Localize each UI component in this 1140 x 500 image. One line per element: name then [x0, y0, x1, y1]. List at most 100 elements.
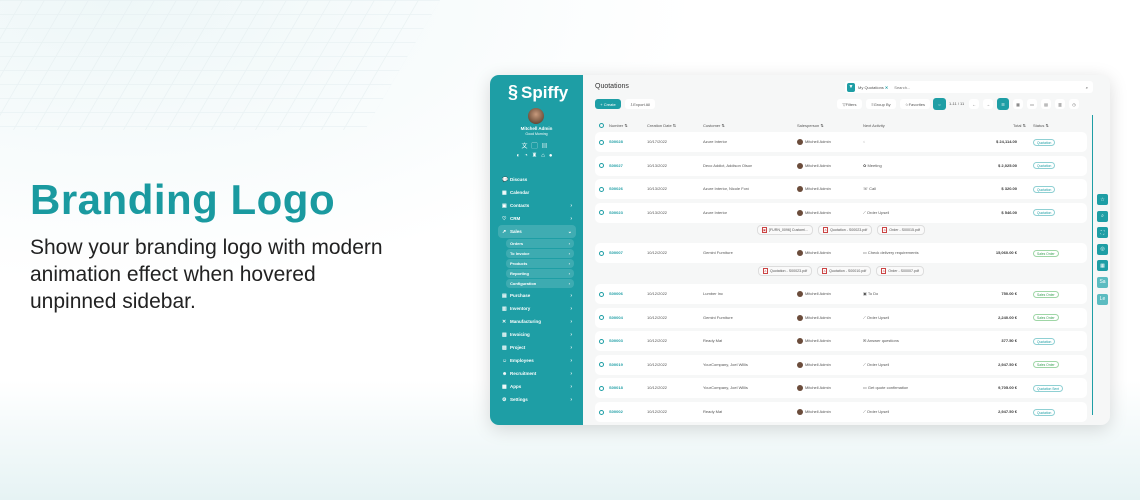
bulb-icon[interactable]: ● — [548, 153, 557, 159]
sidebar-subitem-products[interactable]: Products › — [506, 259, 574, 268]
sidebar-item-sales[interactable]: ↗ Sales ⌄ — [498, 225, 576, 238]
sidebar-item-inventory[interactable]: ▥ Inventory › — [498, 302, 576, 315]
favorites-button[interactable]: ☆ Favorites — [900, 99, 930, 109]
row-checkbox[interactable] — [599, 139, 604, 145]
table-row[interactable]: S00027 10/13/2022 Deco Addict, Addison Ols… — [595, 155, 1087, 176]
facet-my-quotations[interactable]: My Quotations ✕ — [858, 84, 889, 90]
next-activity[interactable]: ⟋ Order Upsell — [863, 362, 889, 367]
search-input[interactable] — [894, 84, 1086, 90]
avatar[interactable] — [528, 108, 544, 124]
chat-bubble-icon[interactable]: ◔ — [524, 153, 532, 159]
order-number[interactable]: S00002 — [609, 409, 623, 414]
list-view-icon[interactable]: ☰ — [997, 98, 1009, 110]
order-number[interactable]: S00026 — [609, 186, 623, 192]
order-number[interactable]: S00027 — [609, 162, 623, 168]
next-activity[interactable]: ⟋ Order Upsell — [863, 210, 889, 215]
search-icon[interactable]: ⌕ — [1097, 210, 1108, 222]
col-creation-date[interactable]: Creation Date ⇅ — [647, 123, 677, 128]
order-number[interactable]: S00006 — [609, 291, 623, 296]
next-activity[interactable]: ▭ Get quote confirmation — [863, 385, 908, 390]
sidebar-item-invoicing[interactable]: ▧ Invoicing › — [498, 328, 576, 341]
table-row[interactable]: S00023 10/13/2022 Azure Interior Mitchell A… — [595, 202, 1087, 223]
create-button[interactable]: + Create — [595, 99, 621, 109]
sa-icon[interactable]: Sa — [1097, 276, 1108, 288]
search-icon[interactable]: ⌕ — [1085, 84, 1088, 90]
activity-view-icon[interactable]: ◷ — [1069, 99, 1079, 109]
pivot-view-icon[interactable]: ▤ — [1041, 99, 1051, 109]
attachment-chip[interactable]: A Order - S00007.pdf — [876, 266, 925, 276]
kanban-view-icon[interactable]: ▦ — [1013, 99, 1023, 109]
prev-page-button[interactable]: ← — [969, 99, 979, 109]
sidebar-subitem-reporting[interactable]: Reporting › — [506, 269, 574, 278]
table-row[interactable]: S00019 10/12/2022 YourCompany, Joel Willis… — [595, 354, 1087, 375]
row-checkbox[interactable] — [599, 250, 604, 256]
order-number[interactable]: S00004 — [609, 314, 623, 320]
sidebar-item-recruitment[interactable]: ☻ Recruitment › — [498, 367, 576, 380]
attachment-chip[interactable]: A Quotation - S00023.pdf — [818, 225, 873, 236]
sidebar-item-crm[interactable]: ♡ CRM › — [498, 212, 576, 225]
attachment-chip[interactable]: ▣ [FURN_0096] Customi... — [756, 225, 814, 236]
table-row[interactable]: S00006 10/12/2022 Lumber Inc Mitchell Admin… — [595, 284, 1087, 304]
sidebar-item-calendar[interactable]: ▦ Calendar — [498, 186, 576, 199]
col-customer[interactable]: Customer ⇅ — [703, 123, 725, 128]
row-checkbox[interactable] — [599, 315, 604, 321]
select-all-checkbox[interactable] — [599, 123, 604, 128]
refresh-button[interactable]: ○ — [933, 98, 946, 110]
next-activity[interactable]: ◌ — [863, 139, 865, 144]
sidebar-item-apps[interactable]: ▩ Apps › — [498, 380, 576, 393]
order-number[interactable]: S00007 — [609, 250, 623, 256]
graph-view-icon[interactable]: ▥ — [1055, 99, 1065, 109]
sidebar-item-employees[interactable]: ☺ Employees › — [498, 354, 576, 367]
next-activity[interactable]: ✿ Meeting — [863, 163, 882, 168]
lock-icon[interactable]: ▢ — [531, 144, 542, 150]
next-activity[interactable]: ☏ Call — [863, 186, 876, 191]
table-row[interactable]: S00003 10/12/2022 Ready Mat Mitchell Admin ✉… — [595, 331, 1087, 352]
search-bar[interactable]: ▼ My Quotations ✕ ⌕ — [845, 81, 1093, 93]
next-activity[interactable]: ▭ Check delivery requirements — [863, 250, 919, 255]
export-all-button[interactable]: ⇩ Export All — [625, 99, 655, 109]
gift-icon[interactable]: ♜ — [531, 153, 542, 159]
order-number[interactable]: S00018 — [609, 385, 623, 391]
grid-icon[interactable]: ▤ — [541, 144, 552, 150]
row-checkbox[interactable] — [599, 409, 604, 415]
next-page-button[interactable]: → — [983, 99, 993, 109]
next-activity[interactable]: ✉ Answer questions — [863, 338, 899, 343]
order-number[interactable]: S00019 — [609, 361, 623, 367]
home-icon[interactable]: ⌂ — [541, 153, 549, 159]
sidebar-item-settings[interactable]: ⚙ Settings › — [498, 393, 576, 406]
table-row[interactable]: S00026 10/13/2022 Azure Interior, Nicole F… — [595, 179, 1087, 200]
group-by-button[interactable]: ≡ Group By — [866, 99, 896, 109]
order-number[interactable]: S00028 — [609, 139, 623, 144]
zoom-icon[interactable]: ◎ — [1097, 243, 1108, 255]
sidebar-item-purchase[interactable]: ▤ Purchase › — [498, 289, 576, 302]
calendar-view-icon[interactable]: ▭ — [1027, 99, 1037, 109]
col-status[interactable]: Status ⇅ — [1033, 123, 1049, 128]
sidebar-subitem-configuration[interactable]: Configuration › — [506, 279, 574, 288]
table-row[interactable]: S00004 10/12/2022 Gemini Furniture Mitchell… — [595, 307, 1087, 328]
sidebar-item-discuss[interactable]: 💬 Discuss — [498, 173, 576, 186]
translate-icon[interactable]: 文 — [521, 144, 532, 150]
row-checkbox[interactable] — [599, 186, 604, 192]
col-salesperson[interactable]: Salesperson ⇅ — [797, 123, 824, 128]
fullscreen-icon[interactable]: ⛶ — [1097, 227, 1108, 239]
order-number[interactable]: S00003 — [609, 338, 623, 344]
attachment-chip[interactable]: A Order - S00015.pdf — [877, 225, 926, 236]
row-checkbox[interactable] — [599, 338, 604, 344]
table-row[interactable]: S00018 10/12/2022 YourCompany, Joel Willis… — [595, 378, 1087, 399]
table-row[interactable]: S00028 10/17/2022 Azure Interior Mitchell A… — [595, 132, 1087, 152]
row-checkbox[interactable] — [599, 291, 604, 297]
col-next-activity[interactable]: Next Activity — [863, 123, 885, 128]
sidebar-subitem-to-invoice[interactable]: To Invoice › — [506, 249, 574, 258]
table-row[interactable]: S00007 10/12/2022 Gemini Furniture Mitchell… — [595, 243, 1087, 264]
attachment-chip[interactable]: A Quotation - S00023.pdf — [757, 266, 813, 276]
star-icon[interactable]: ☆ — [1097, 194, 1108, 205]
scrollbar[interactable] — [1091, 115, 1093, 415]
brand-logo[interactable]: § Spiffy — [508, 82, 568, 103]
sidebar-item-manufacturing[interactable]: ✕ Manufacturing › — [498, 315, 576, 328]
table-row[interactable]: S00002 10/12/2022 Ready Mat Mitchell Admin ⟋… — [595, 402, 1087, 422]
sidebar-item-contacts[interactable]: ▣ Contacts › — [498, 199, 576, 212]
sidebar-subitem-orders[interactable]: Orders › — [506, 239, 574, 248]
col-number[interactable]: Number ⇅ — [609, 123, 628, 128]
next-activity[interactable]: ⟋ Order Upsell — [863, 409, 889, 414]
col-total[interactable]: Total ⇅ — [1013, 123, 1026, 128]
